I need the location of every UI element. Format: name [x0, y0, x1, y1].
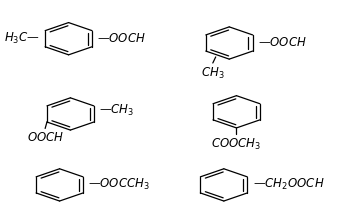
Text: —$\mathit{CH_2OOCH}$: —$\mathit{CH_2OOCH}$ — [253, 177, 324, 192]
Text: $\mathit{CH_3}$: $\mathit{CH_3}$ — [201, 66, 225, 81]
Text: —$\mathit{CH_3}$: —$\mathit{CH_3}$ — [99, 103, 135, 118]
Text: —$\mathit{OOCH}$: —$\mathit{OOCH}$ — [97, 32, 147, 45]
Text: $\mathit{OOCH}$: $\mathit{OOCH}$ — [27, 131, 64, 144]
Text: —$\mathit{OOCH}$: —$\mathit{OOCH}$ — [258, 37, 307, 49]
Text: $\mathit{H_3C}$—: $\mathit{H_3C}$— — [4, 31, 40, 46]
Text: $\mathit{COOCH_3}$: $\mathit{COOCH_3}$ — [211, 137, 262, 152]
Text: —$\mathit{OOCCH_3}$: —$\mathit{OOCCH_3}$ — [88, 177, 151, 192]
